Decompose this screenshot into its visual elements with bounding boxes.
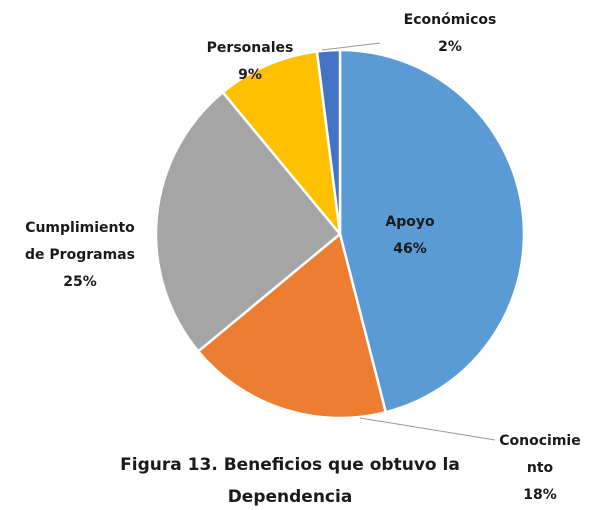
pie-slice [196,231,388,420]
pie-slice [338,48,526,414]
value-label: 46% [393,241,427,257]
pie-slice [220,50,342,239]
category-label: Personales [207,40,294,56]
text-line: Figura 13. Beneficios que obtuvo la [120,455,460,475]
text-line: Personales [207,40,294,56]
category-label: Apoyo [385,214,435,230]
value-label: 9% [238,67,262,83]
leader-line [359,417,496,441]
text-line: Económicos [404,12,497,28]
category-label: Económicos [404,12,497,28]
text-line: de Programas [25,247,135,263]
pie-slice [154,90,342,354]
text-line: Conocimie [499,433,580,449]
value-label: 18% [523,487,557,503]
text-line: Apoyo [385,214,435,230]
text-line: Cumplimiento [25,220,135,236]
category-label: Cumplimiento de Programas [25,220,135,263]
text-line: Dependencia [228,487,353,507]
value-label: 2% [438,39,462,55]
leader-line [321,42,381,51]
pie-slice [315,48,342,235]
chart-title: Figura 13. Beneficios que obtuvo la Depen… [120,455,460,507]
value-label: 25% [63,274,97,290]
text-line: nto [527,460,554,476]
category-label: Conocimie nto [499,433,580,476]
